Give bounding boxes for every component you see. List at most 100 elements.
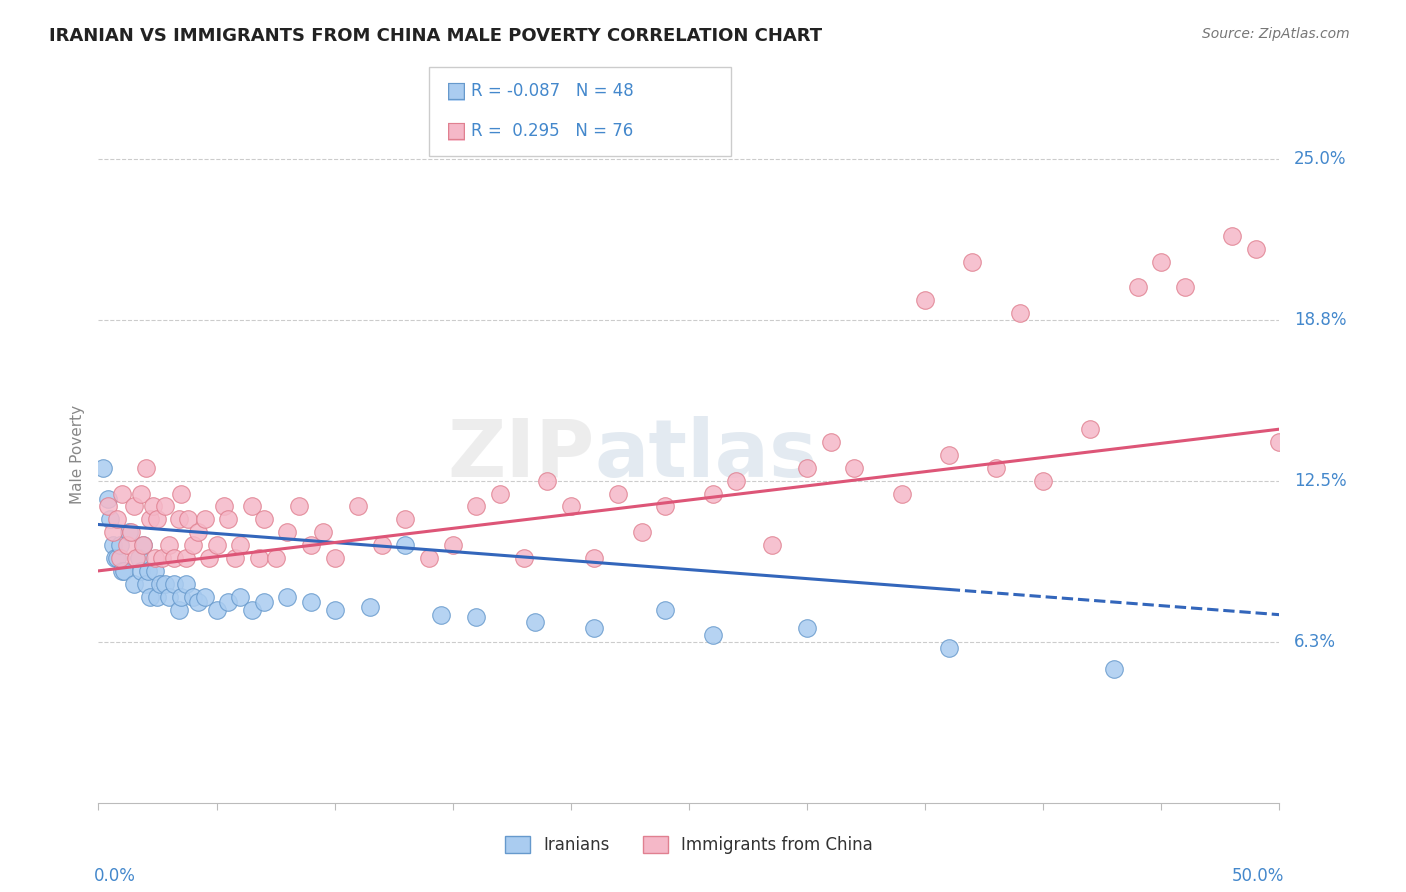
Point — [465, 500, 488, 514]
Point — [247, 551, 270, 566]
Point — [323, 551, 346, 566]
Point — [125, 551, 148, 566]
Point — [212, 500, 235, 514]
Point — [312, 525, 335, 540]
Text: 6.3%: 6.3% — [1294, 632, 1336, 651]
Point — [174, 576, 197, 591]
Point — [163, 551, 186, 566]
Text: □: □ — [446, 81, 467, 101]
Point — [264, 551, 287, 566]
Point — [91, 460, 114, 475]
Point — [536, 474, 558, 488]
Point — [583, 621, 606, 635]
Point — [1220, 228, 1243, 243]
Point — [654, 500, 676, 514]
Point — [177, 512, 200, 526]
Point — [174, 551, 197, 566]
Point — [187, 595, 209, 609]
Point — [128, 551, 150, 566]
Point — [229, 590, 252, 604]
Point — [276, 525, 298, 540]
Point — [229, 538, 252, 552]
Point — [97, 491, 120, 506]
Point — [181, 538, 204, 552]
Point — [299, 595, 322, 609]
Point — [1244, 242, 1267, 256]
Point — [118, 525, 141, 540]
Point — [108, 538, 131, 552]
Point — [217, 512, 239, 526]
Point — [253, 512, 276, 526]
Point — [441, 538, 464, 552]
Point — [607, 486, 630, 500]
Point — [132, 538, 155, 552]
Point — [371, 538, 394, 552]
Point — [112, 564, 135, 578]
Point — [890, 486, 912, 500]
Point — [1174, 280, 1197, 294]
Text: R =  0.295   N = 76: R = 0.295 N = 76 — [471, 122, 633, 140]
Point — [240, 602, 263, 616]
Text: ZIP: ZIP — [447, 416, 595, 494]
Point — [142, 500, 165, 514]
Text: 12.5%: 12.5% — [1294, 472, 1347, 490]
Point — [170, 590, 193, 604]
Point — [115, 538, 138, 552]
Point — [394, 538, 416, 552]
Text: R = -0.087   N = 48: R = -0.087 N = 48 — [471, 82, 634, 100]
Point — [122, 576, 145, 591]
Point — [122, 500, 145, 514]
Point — [1268, 435, 1291, 450]
Point — [139, 590, 162, 604]
Point — [205, 538, 228, 552]
Point — [146, 590, 169, 604]
Point — [198, 551, 221, 566]
Point — [240, 500, 263, 514]
Point — [276, 590, 298, 604]
Point — [136, 564, 159, 578]
Point — [418, 551, 440, 566]
Point — [143, 564, 166, 578]
Point — [796, 621, 818, 635]
Text: ■: ■ — [446, 121, 467, 141]
Point — [394, 512, 416, 526]
Point — [121, 525, 143, 540]
Point — [761, 538, 783, 552]
Point — [253, 595, 276, 609]
Point — [101, 525, 124, 540]
Point — [796, 460, 818, 475]
Text: 25.0%: 25.0% — [1294, 150, 1346, 168]
Point — [560, 500, 582, 514]
Point — [465, 610, 488, 624]
Point — [1126, 280, 1149, 294]
Point — [654, 602, 676, 616]
Point — [725, 474, 748, 488]
Point — [844, 460, 866, 475]
Point — [187, 525, 209, 540]
Point — [962, 254, 984, 268]
Point — [108, 551, 131, 566]
Point — [157, 590, 180, 604]
Point — [111, 564, 134, 578]
Point — [820, 435, 842, 450]
Point — [299, 538, 322, 552]
Point — [194, 512, 217, 526]
Text: ■: ■ — [446, 81, 467, 101]
Point — [153, 500, 176, 514]
Point — [143, 551, 166, 566]
Point — [146, 512, 169, 526]
Point — [149, 576, 172, 591]
Point — [98, 512, 121, 526]
Point — [181, 590, 204, 604]
Text: 0.0%: 0.0% — [94, 867, 135, 885]
Point — [135, 460, 157, 475]
Point — [938, 448, 960, 462]
Y-axis label: Male Poverty: Male Poverty — [69, 405, 84, 505]
Point — [135, 576, 157, 591]
Point — [524, 615, 547, 630]
Point — [512, 551, 534, 566]
Point — [323, 602, 346, 616]
Point — [347, 500, 370, 514]
Point — [489, 486, 512, 500]
Point — [163, 576, 186, 591]
